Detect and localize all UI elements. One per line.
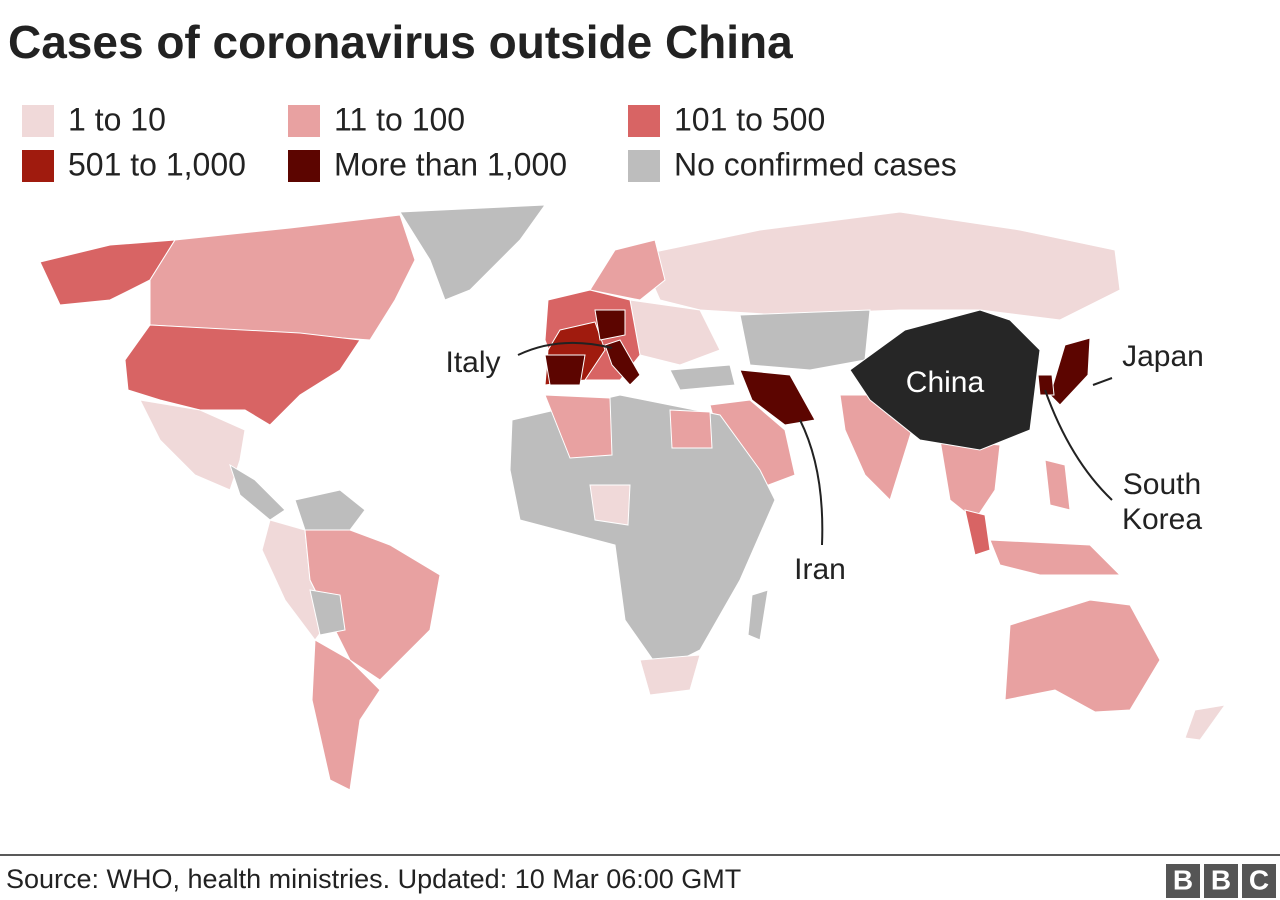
legend-label: More than 1,000 bbox=[334, 146, 567, 182]
italy bbox=[604, 339, 641, 386]
central-asia bbox=[739, 309, 871, 371]
south-korea-label: Korea bbox=[1122, 503, 1202, 536]
legend-swatch bbox=[288, 150, 320, 182]
italy-label: Italy bbox=[445, 346, 500, 379]
title: Cases of coronavirus outside China bbox=[8, 16, 793, 68]
usa bbox=[124, 324, 361, 426]
legend-label: 101 to 500 bbox=[674, 101, 825, 137]
bolivia bbox=[309, 589, 346, 636]
venezuela-region bbox=[294, 489, 366, 531]
russia bbox=[639, 211, 1121, 321]
madagascar bbox=[747, 589, 769, 641]
legend-label: 1 to 10 bbox=[68, 101, 166, 137]
italy-leader bbox=[517, 341, 613, 356]
iran-leader bbox=[799, 419, 824, 546]
logo-letter: B bbox=[1211, 864, 1231, 895]
legend-label: No confirmed cases bbox=[674, 146, 957, 182]
legend-swatch bbox=[22, 105, 54, 137]
logo-box bbox=[1204, 864, 1238, 898]
japan bbox=[1049, 337, 1091, 406]
turkey bbox=[669, 364, 736, 391]
nigeria bbox=[589, 484, 631, 526]
africa bbox=[509, 394, 776, 671]
germany bbox=[594, 309, 626, 341]
south-africa bbox=[639, 654, 701, 696]
legend-label: 501 to 1,000 bbox=[68, 146, 246, 182]
south-korea-label: South bbox=[1123, 468, 1201, 501]
philippines bbox=[1044, 459, 1071, 511]
logo-box bbox=[1166, 864, 1200, 898]
australia bbox=[1004, 599, 1161, 713]
iran bbox=[739, 369, 816, 426]
southeast-asia bbox=[939, 439, 1001, 521]
spain bbox=[544, 354, 586, 386]
malaysia bbox=[964, 509, 991, 556]
world-map bbox=[39, 204, 1227, 791]
south-korea bbox=[1037, 374, 1055, 396]
canada bbox=[149, 214, 416, 341]
logo-letter: B bbox=[1173, 864, 1193, 895]
algeria bbox=[544, 394, 613, 459]
iran-label: Iran bbox=[794, 553, 846, 586]
leader-lines bbox=[517, 341, 1113, 546]
indonesia bbox=[989, 539, 1122, 576]
japan-leader bbox=[1092, 377, 1113, 386]
argentina-chile bbox=[311, 639, 381, 791]
legend-swatch bbox=[628, 150, 660, 182]
nordics bbox=[589, 239, 666, 301]
logo-box bbox=[1242, 864, 1276, 898]
greenland bbox=[399, 204, 547, 301]
central-america bbox=[229, 463, 286, 521]
legend-swatch bbox=[22, 150, 54, 182]
mexico bbox=[139, 399, 246, 491]
japan-label: Japan bbox=[1122, 340, 1204, 373]
new-zealand bbox=[1184, 704, 1227, 741]
legend: 1 to 10 11 to 100 101 to 500 501 to 1,000 Mo… bbox=[22, 101, 957, 182]
legend-swatch bbox=[628, 105, 660, 137]
legend-swatch bbox=[288, 105, 320, 137]
china bbox=[849, 309, 1041, 451]
logo-letter: C bbox=[1249, 864, 1269, 895]
source: Source: WHO, health ministries. Updated:… bbox=[6, 864, 741, 894]
china-label: China bbox=[906, 366, 985, 399]
south-korea-leader bbox=[1044, 389, 1113, 501]
egypt bbox=[669, 409, 713, 449]
legend-label: 11 to 100 bbox=[334, 101, 465, 137]
